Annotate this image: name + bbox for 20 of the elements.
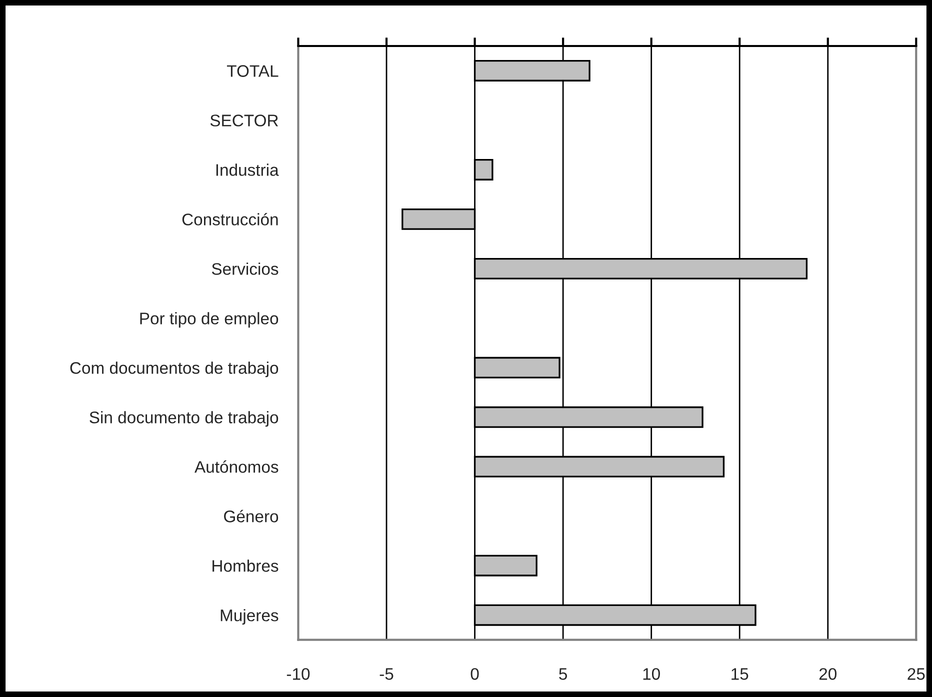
y-tick-label: SECTOR [210, 114, 278, 126]
y-tick-label: Por tipo de empleo [140, 312, 278, 328]
x-tick-label: 0 [470, 668, 479, 680]
x-tick-label: 10 [643, 668, 660, 680]
x-tick-label: 25 [908, 668, 925, 680]
y-tick-label: Mujeres [220, 609, 278, 625]
y-tick-label: Hombres [212, 560, 278, 572]
y-tick-label: Com documentos de trabajo [70, 362, 278, 378]
x-tick-label: 5 [559, 668, 567, 680]
y-tick-label: Industria [216, 164, 279, 176]
y-tick-label: Construcción [182, 212, 278, 226]
x-tick-label: 15 [732, 668, 748, 680]
y-tick-label: Sin documento de trabajo [90, 411, 278, 427]
y-tick-label: Servicios [212, 262, 278, 275]
y-tick-label: Género [224, 510, 278, 522]
x-tick-label: -5 [380, 668, 394, 680]
x-tick-label: 20 [819, 668, 836, 680]
y-tick-label: Autónomos [194, 460, 278, 473]
x-tick-label: -10 [286, 668, 310, 680]
y-tick-label: TOTAL [226, 65, 278, 77]
